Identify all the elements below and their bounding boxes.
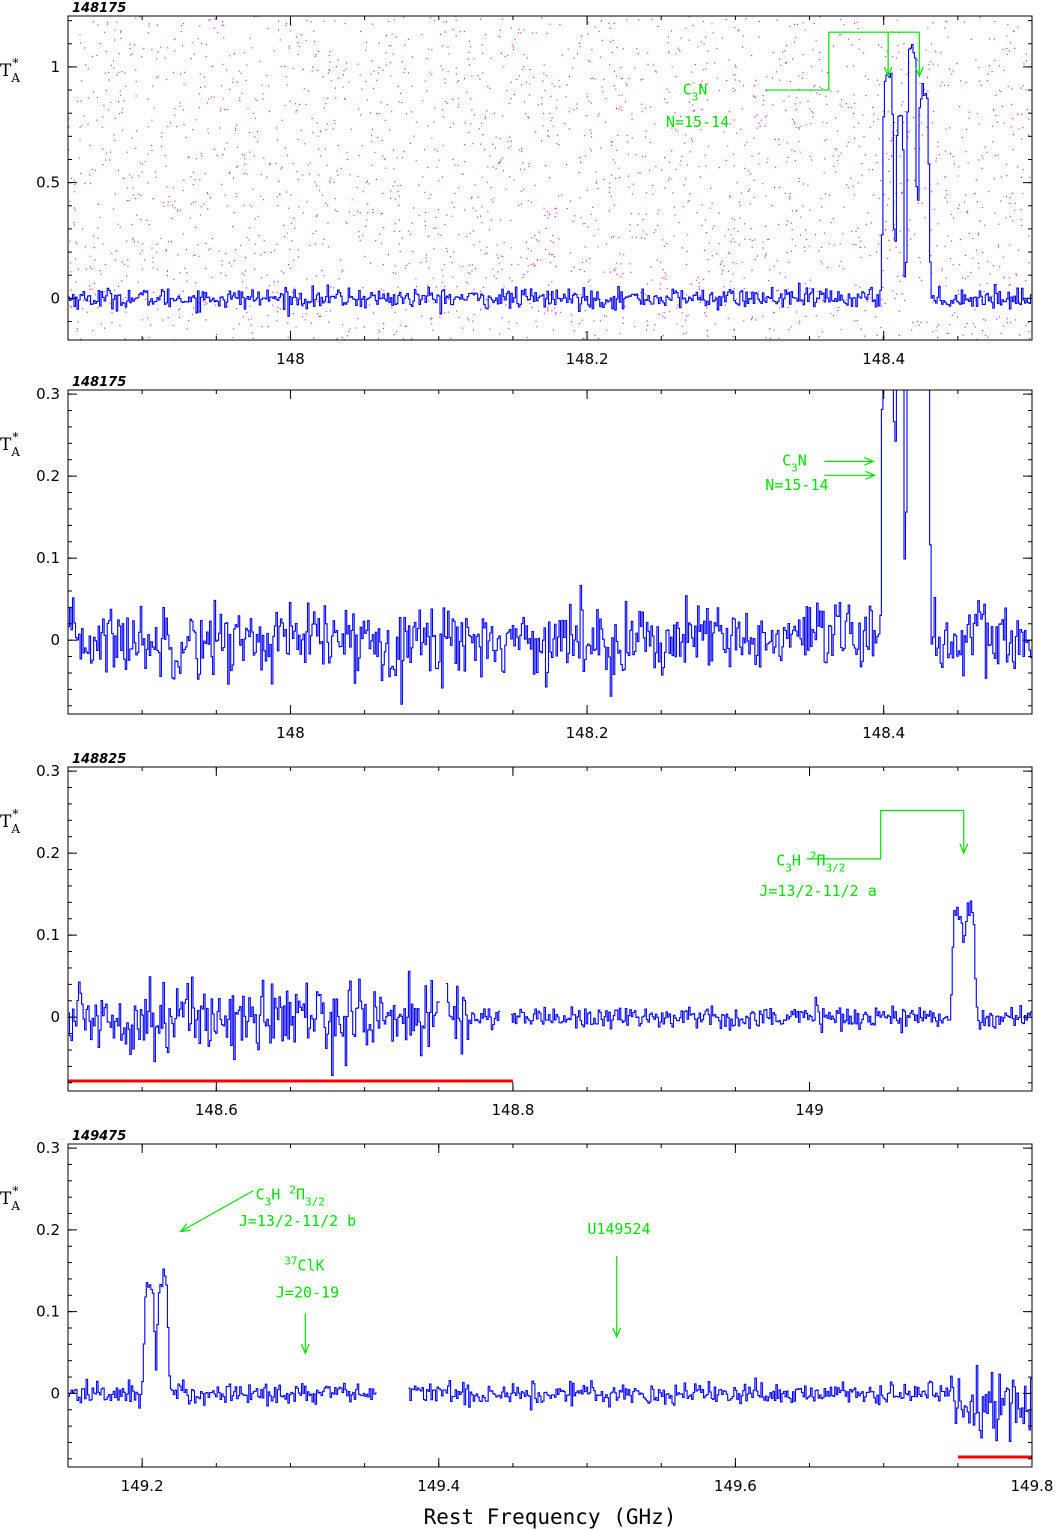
y-tick-label: 0 <box>50 1384 60 1402</box>
bracket-line <box>806 809 964 860</box>
y-tick-label: 0.3 <box>36 385 60 403</box>
pointer-arrow-head <box>179 1223 191 1233</box>
plot-frame <box>67 1143 1033 1468</box>
bracket-arrow-head <box>914 66 924 78</box>
panel-id-label: 148825 <box>72 752 126 767</box>
pointer-arrow <box>180 1190 254 1233</box>
x-tick-label: 148.8 <box>491 1101 534 1119</box>
spectrum-group <box>68 1268 1032 1442</box>
y-tick-label: 0 <box>50 289 60 307</box>
y-tick-label: 0.1 <box>36 549 60 567</box>
spectrum-panel-1: 148 148.2 148.4 0 0.5 1 T* A 148175 C3N N=15-14 <box>0 1 1033 368</box>
pointer-arrow-head <box>865 470 877 480</box>
x-axis-label: Rest Frequency (GHz) <box>424 1505 677 1529</box>
pointer-arrow-head <box>300 1343 310 1355</box>
spectrum-line <box>68 1268 1032 1442</box>
annotation-label: J=13/2-11/2 b <box>239 1212 356 1230</box>
panels: 148 148.2 148.400.51T* A148175C3NN=15-14148… <box>0 1 1053 1495</box>
x-tick-label: 148.4 <box>862 724 905 742</box>
y-tick-label: 0.3 <box>36 1139 60 1157</box>
annotation-label: J=20-19 <box>276 1284 339 1302</box>
x-tick-label: 148 <box>276 350 305 368</box>
y-tick-label: 0.5 <box>36 174 60 192</box>
bracket-line <box>765 31 920 91</box>
y-tick-label: 0.1 <box>36 1303 60 1321</box>
x-tick-label: 148.2 <box>566 724 609 742</box>
annotation-label: J=13/2-11/2 a <box>759 882 876 900</box>
annotation-label: C3N <box>683 81 708 104</box>
x-tick-label: 149.8 <box>1011 1477 1054 1495</box>
y-tick-label: 0 <box>50 1008 60 1026</box>
y-axis-label: T* A <box>0 807 20 836</box>
annotation-label: C3N <box>782 451 807 474</box>
spectrum-panel-2: 148 148.2 148.4 0 0.1 0.2 0.3 T* A 148175 C3N N=15-… <box>0 375 1033 742</box>
annotation-label: C3H 2Π3/2 <box>776 849 845 874</box>
annotations: C3H 2Π3/2 J=13/2-11/2 b 37ClK J=20-19 U14952… <box>179 1184 651 1355</box>
x-tick-label: 148.4 <box>862 350 905 368</box>
plot-frame <box>67 766 1033 1092</box>
spectrum-panel-3: 148.6 148.8 149 0 0.1 0.2 0.3 T* A 148825 C3H 2Π3/… <box>0 752 1033 1119</box>
spectrum-group <box>68 390 1032 705</box>
x-tick-label: 148.2 <box>566 350 609 368</box>
spectrum-group <box>68 43 1032 317</box>
bracket-arrow-head <box>959 843 969 855</box>
plot-frame <box>67 389 1033 715</box>
annotations: C3N N=15-14 <box>765 451 877 494</box>
spectrum-line <box>68 390 1032 705</box>
annotation-label: U149524 <box>587 1220 650 1238</box>
y-tick-label: 0.2 <box>36 467 60 485</box>
background-dots <box>68 16 1032 340</box>
bracket-arrow-head <box>883 66 893 78</box>
noise-dots <box>68 16 1032 340</box>
x-tick-label: 149.4 <box>417 1477 460 1495</box>
annotations: C3H 2Π3/2 J=13/2-11/2 a <box>759 809 969 900</box>
y-tick-label: 1 <box>50 58 60 76</box>
annotation-label: C3H 2Π3/2 <box>256 1184 325 1209</box>
y-axis-label: T* A <box>0 430 20 459</box>
spectrum-group <box>68 900 1032 1076</box>
annotations: C3N N=15-14 <box>666 31 924 131</box>
panel-id-label: 148175 <box>72 375 126 390</box>
spectrum-line <box>68 43 1032 317</box>
y-tick-label: 0 <box>50 631 60 649</box>
spectrum-panel-4: 149.2 149.4 149.6 149.8 0 0.1 0.2 0.3 T* A 149475 C… <box>0 1129 1053 1495</box>
x-tick-label: 148.6 <box>195 1101 238 1119</box>
annotation-label: N=15-14 <box>666 113 729 131</box>
spectrum-line <box>68 900 1032 1076</box>
y-axis-label: T* A <box>0 56 20 85</box>
y-tick-label: 0.2 <box>36 1221 60 1239</box>
plot-frame <box>67 15 1033 341</box>
annotation-label: 37ClK <box>284 1255 324 1275</box>
x-tick-label: 149 <box>795 1101 824 1119</box>
pointer-arrow-head <box>863 456 875 466</box>
panel-id-label: 149475 <box>72 1129 126 1144</box>
y-axis-label: T* A <box>0 1184 20 1213</box>
annotation-label: N=15-14 <box>765 476 828 494</box>
x-tick-label: 149.2 <box>121 1477 164 1495</box>
panel-id-label: 148175 <box>72 1 126 16</box>
y-tick-label: 0.2 <box>36 844 60 862</box>
y-tick-label: 0.3 <box>36 762 60 780</box>
pointer-arrow-head <box>612 1327 622 1339</box>
x-tick-label: 149.6 <box>714 1477 757 1495</box>
x-tick-label: 148 <box>276 724 305 742</box>
y-tick-label: 0.1 <box>36 926 60 944</box>
